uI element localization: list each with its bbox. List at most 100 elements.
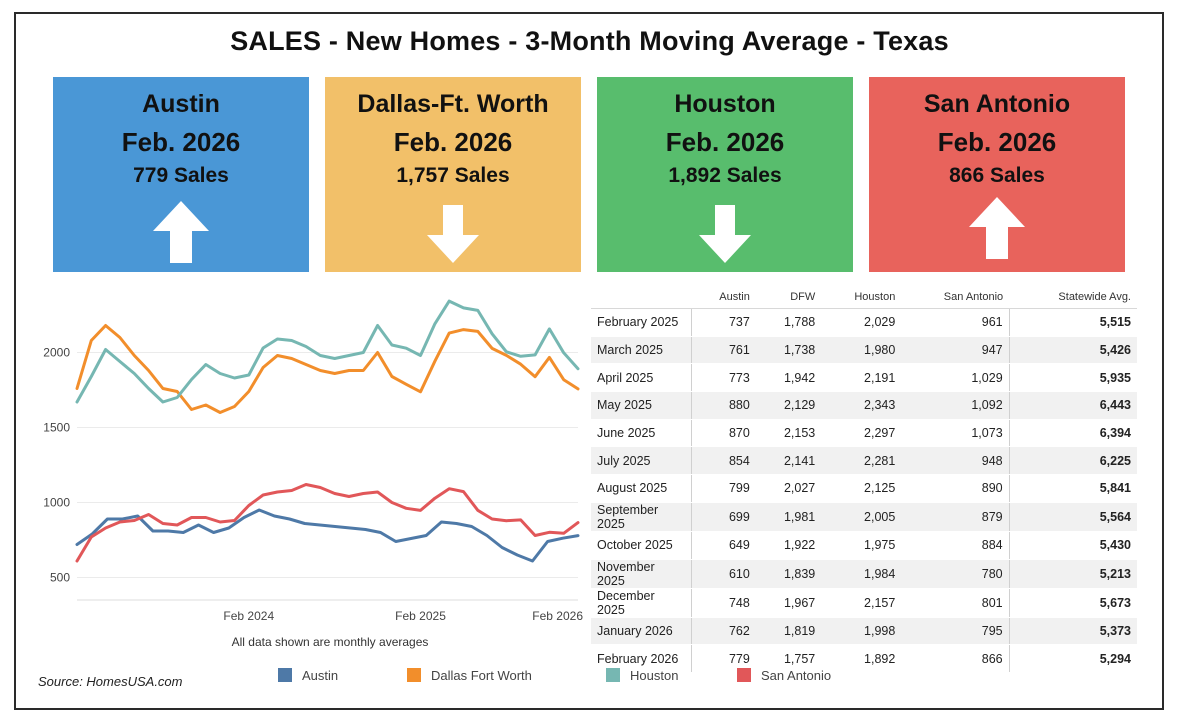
- table-row: June 2025 870 2,153 2,297 1,073 6,394: [591, 419, 1137, 448]
- table-row: April 2025 773 1,942 2,191 1,029 5,935: [591, 363, 1137, 393]
- y-tick-label: 1000: [43, 496, 70, 510]
- line-chart: 500 1000 1500 2000 Feb 2024 Feb 2025 Feb 2026: [43, 299, 583, 623]
- table-cell: 1,922: [755, 531, 822, 560]
- legend-label: Austin: [302, 668, 339, 683]
- table-row: February 2025 737 1,788 2,029 961 5,515: [591, 308, 1137, 337]
- series-line-dallas-fort-worth: [75, 324, 580, 414]
- sales-table: Austin DFW Houston San Antonio Statewide…: [591, 286, 1137, 673]
- table-cell: 890: [901, 474, 1010, 503]
- table-cell: 748: [691, 588, 756, 618]
- card-city: Dallas-Ft. Worth: [357, 90, 549, 118]
- legend-label: Dallas Fort Worth: [431, 668, 532, 683]
- table-header: [591, 286, 692, 309]
- legend-item-dallas-fort-worth: Dallas Fort Worth: [407, 668, 532, 683]
- table-cell: 880: [691, 391, 756, 420]
- legend-swatch: [737, 668, 751, 682]
- x-tick-label: Feb 2025: [395, 609, 446, 623]
- card-sales: 1,892 Sales: [668, 164, 782, 187]
- card-city: Houston: [674, 90, 776, 118]
- table-cell-month: August 2025: [591, 474, 692, 503]
- table-cell: 762: [691, 617, 756, 646]
- table-cell: 1,984: [821, 559, 902, 589]
- table-header-row: Austin DFW Houston San Antonio Statewide…: [591, 286, 1137, 309]
- table-cell: 2,157: [821, 588, 902, 618]
- table-cell-statewide: 5,373: [1008, 617, 1137, 646]
- card-houston: Houston Feb. 2026 1,892 Sales: [597, 77, 853, 272]
- table-cell: 1,757: [755, 644, 822, 673]
- table-cell-statewide: 6,225: [1008, 446, 1137, 476]
- source-note: Source: HomesUSA.com: [38, 674, 183, 689]
- card-sales: 866 Sales: [949, 164, 1045, 187]
- table-cell: 2,029: [821, 308, 902, 337]
- arrow-up-icon: [969, 197, 1025, 259]
- table-cell: 961: [901, 308, 1010, 337]
- table-header: Austin: [691, 286, 756, 309]
- x-tick-label: Feb 2024: [223, 609, 274, 623]
- arrow-down-icon: [427, 205, 479, 263]
- table-cell: 1,073: [901, 419, 1010, 448]
- table-cell: 1,975: [821, 531, 902, 560]
- table-cell-statewide: 5,564: [1008, 502, 1137, 532]
- table-cell: 801: [901, 588, 1010, 618]
- table-cell: 1,981: [755, 502, 822, 532]
- table-cell: 699: [691, 502, 756, 532]
- table-row: May 2025 880 2,129 2,343 1,092 6,443: [591, 391, 1137, 420]
- table-cell: 1,942: [755, 363, 822, 393]
- table-cell-statewide: 5,426: [1008, 336, 1137, 365]
- table-cell-statewide: 5,213: [1008, 559, 1137, 589]
- table-cell: 866: [901, 644, 1010, 673]
- table-cell-month: April 2025: [591, 363, 692, 393]
- card-sales: 779 Sales: [133, 164, 229, 187]
- table-row: July 2025 854 2,141 2,281 948 6,225: [591, 446, 1137, 476]
- card-dallas-ft-worth: Dallas-Ft. Worth Feb. 2026 1,757 Sales: [325, 77, 581, 272]
- table-cell: 1,819: [755, 617, 822, 646]
- table-cell-month: November 2025: [591, 559, 692, 589]
- legend-label: San Antonio: [761, 668, 832, 683]
- table-cell-statewide: 6,443: [1008, 391, 1137, 420]
- legend-swatch: [606, 668, 620, 682]
- table-cell: 1,788: [755, 308, 822, 337]
- table-cell: 610: [691, 559, 756, 589]
- table-cell: 780: [901, 559, 1010, 589]
- table-row: October 2025 649 1,922 1,975 884 5,430: [591, 531, 1137, 560]
- table-cell: 761: [691, 336, 756, 365]
- table-cell: 884: [901, 531, 1010, 560]
- legend-swatch: [407, 668, 421, 682]
- card-sales: 1,757 Sales: [396, 164, 510, 187]
- chart-footnote: All data shown are monthly averages: [231, 635, 429, 649]
- table-cell-statewide: 6,394: [1008, 419, 1137, 448]
- table-cell: 854: [691, 446, 756, 476]
- table-cell: 649: [691, 531, 756, 560]
- card-city: San Antonio: [923, 90, 1071, 118]
- table-cell: 947: [901, 336, 1010, 365]
- table-cell: 1,738: [755, 336, 822, 365]
- table-row: September 2025 699 1,981 2,005 879 5,564: [591, 502, 1137, 532]
- card-city: Austin: [142, 90, 220, 118]
- series-line-san-antonio: [75, 483, 580, 563]
- legend-item-austin: Austin: [278, 668, 338, 683]
- legend-swatch: [278, 668, 292, 682]
- table-cell: 773: [691, 363, 756, 393]
- table-cell-month: June 2025: [591, 419, 692, 448]
- table-cell: 795: [901, 617, 1010, 646]
- table-header: DFW: [755, 286, 822, 309]
- table-row: August 2025 799 2,027 2,125 890 5,841: [591, 474, 1137, 503]
- table-cell-month: December 2025: [591, 588, 692, 618]
- table-cell: 879: [901, 502, 1010, 532]
- table-cell: 1,998: [821, 617, 902, 646]
- card-austin: Austin Feb. 2026 779 Sales: [53, 77, 309, 272]
- legend-item-san-antonio: San Antonio: [737, 668, 831, 683]
- card-date: Feb. 2026: [937, 127, 1057, 157]
- y-tick-label: 500: [50, 571, 70, 585]
- table-cell-month: July 2025: [591, 446, 692, 476]
- table-cell-statewide: 5,673: [1008, 588, 1137, 618]
- outer-frame: [14, 12, 1164, 710]
- table-row: January 2026 762 1,819 1,998 795 5,373: [591, 617, 1137, 646]
- arrow-down-icon: [699, 205, 751, 263]
- table-row: December 2025 748 1,967 2,157 801 5,673: [591, 588, 1137, 618]
- page-title: SALES - New Homes - 3-Month Moving Avera…: [230, 26, 949, 56]
- table-cell-month: May 2025: [591, 391, 692, 420]
- table-cell-statewide: 5,515: [1008, 308, 1137, 337]
- table-cell: 799: [691, 474, 756, 503]
- x-tick-label: Feb 2026: [532, 609, 583, 623]
